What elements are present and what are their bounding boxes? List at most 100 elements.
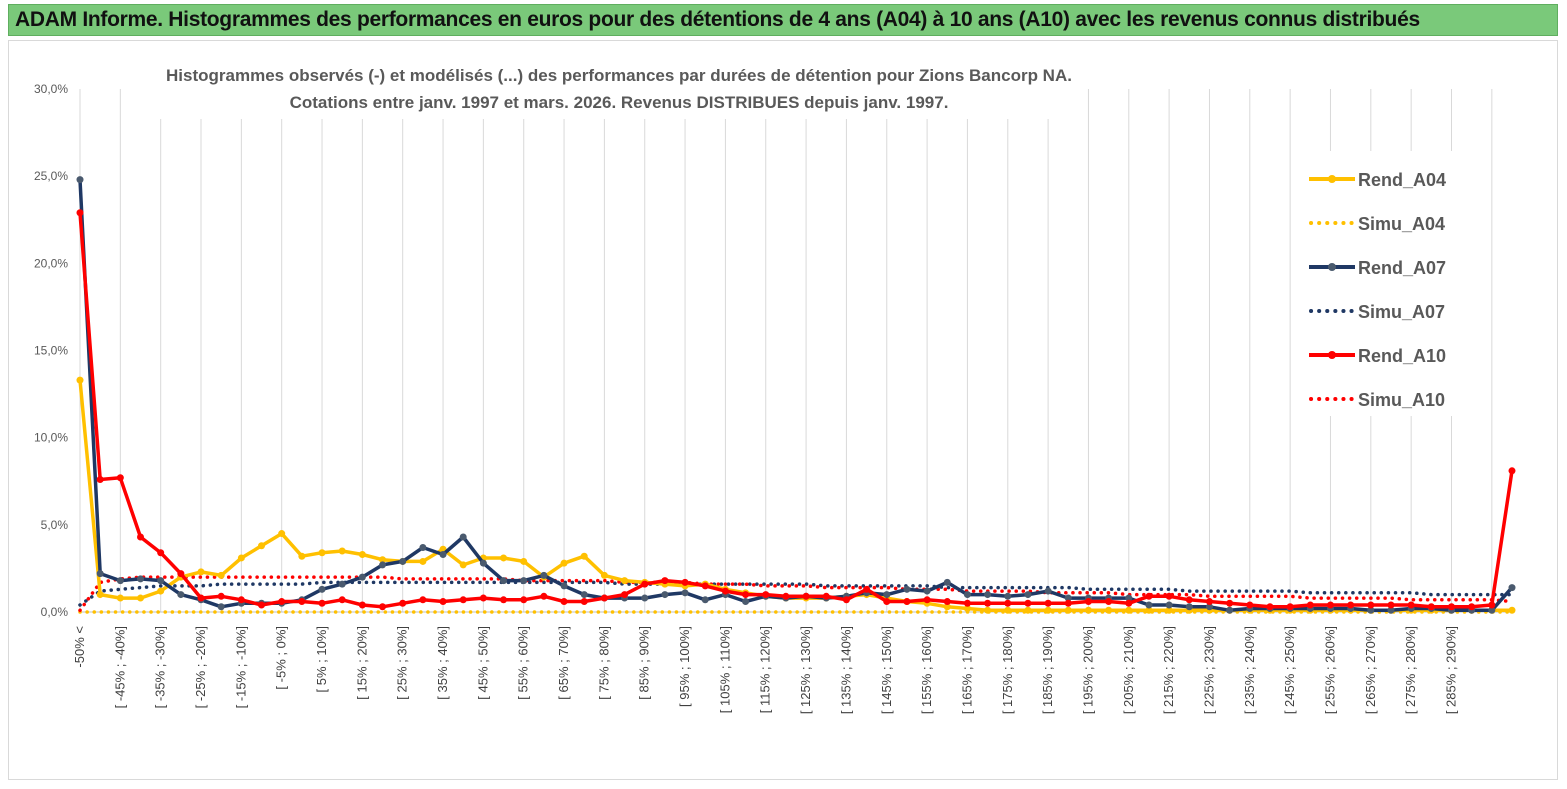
legend-marker [1328, 175, 1336, 183]
data-point [116, 577, 124, 585]
data-point [197, 568, 205, 576]
data-point [903, 598, 911, 606]
x-tick-label: [ 235% ; 240%] [1242, 626, 1257, 714]
data-point [116, 474, 124, 482]
data-point [641, 580, 649, 588]
data-point [338, 596, 346, 604]
data-point [1407, 601, 1415, 609]
x-tick-label: [ 75% ; 80%] [596, 626, 611, 700]
data-point [1205, 598, 1213, 606]
data-point [1367, 601, 1375, 609]
data-point [1427, 603, 1435, 611]
x-tick-label: [ -15% ; -10%] [233, 626, 248, 708]
data-point [1306, 601, 1314, 609]
report-banner-title: ADAM Informe. Histogrammes des performan… [8, 4, 1558, 36]
x-tick-label: [ 275% ; 280%] [1403, 626, 1418, 714]
x-tick-label: [ 25% ; 30%] [395, 626, 410, 700]
series-simu_a10 [78, 575, 1514, 613]
data-point [621, 591, 629, 599]
data-point [358, 573, 366, 581]
series-rend_a10 [76, 209, 1516, 611]
x-tick-label: [ 55% ; 60%] [516, 626, 531, 700]
data-point [500, 577, 508, 585]
data-point [1004, 606, 1012, 614]
data-point [379, 603, 387, 611]
data-point [984, 599, 992, 607]
series-line [78, 575, 1514, 613]
legend-item: Simu_A07 [1309, 302, 1445, 322]
data-point [96, 591, 104, 599]
data-point [1165, 592, 1173, 600]
chart-title: Histogrammes observés (-) et modélisés (… [151, 59, 1086, 119]
data-point [177, 591, 185, 599]
data-point [600, 594, 608, 602]
data-point [1105, 606, 1113, 614]
data-point [197, 594, 205, 602]
legend-item: Simu_A10 [1309, 390, 1445, 410]
legend-item: Rend_A07 [1309, 258, 1446, 278]
data-point [520, 557, 528, 565]
x-tick-label: [ 115% ; 120%] [758, 626, 773, 713]
data-point [802, 592, 810, 600]
histogram-line-chart: 0,0% 5,0% 10,0% 15,0% 20,0% 25,0% 30,0% -50% <… [34, 59, 1516, 714]
data-point [1226, 599, 1234, 607]
legend-label: Simu_A07 [1358, 302, 1445, 322]
data-point [701, 596, 709, 604]
legend: Rend_A04 Simu_A04 Rend_A07 Simu_A07 Rend_A10… [1297, 151, 1472, 416]
data-point [1125, 594, 1133, 602]
data-point [963, 605, 971, 613]
data-point [984, 606, 992, 614]
data-point [379, 556, 387, 564]
data-point [237, 554, 245, 562]
series-line [78, 580, 1514, 607]
data-point [76, 176, 84, 184]
x-tick-label: [ 105% ; 110%] [717, 626, 732, 713]
data-point [1084, 606, 1092, 614]
data-point [298, 598, 306, 606]
data-point [439, 598, 447, 606]
data-point [278, 598, 286, 606]
data-point [96, 570, 104, 578]
data-point [1004, 592, 1012, 600]
data-point [137, 533, 145, 541]
x-tick-label: [ 145% ; 150%] [879, 626, 894, 714]
data-point [1447, 603, 1455, 611]
data-point [903, 585, 911, 593]
data-point [621, 577, 629, 585]
y-tick-label: 15,0% [34, 344, 68, 358]
data-point [1508, 606, 1516, 614]
data-point [701, 582, 709, 590]
chart-title-line-2: Cotations entre janv. 1997 et mars. 2026… [290, 93, 949, 112]
data-point [500, 596, 508, 604]
data-point [419, 543, 427, 551]
data-point [1024, 591, 1032, 599]
data-point [1064, 594, 1072, 602]
data-point [1205, 603, 1213, 611]
data-point [318, 585, 326, 593]
data-point [560, 598, 568, 606]
series-group [76, 176, 1516, 614]
data-point [157, 577, 165, 585]
y-tick-label: 30,0% [34, 82, 68, 96]
data-point [822, 592, 830, 600]
legend-item: Rend_A10 [1309, 346, 1446, 366]
x-tick-label: [ -5% ; 0%] [274, 626, 289, 690]
data-point [1064, 599, 1072, 607]
legend-marker [1328, 351, 1336, 359]
data-point [580, 591, 588, 599]
data-point [963, 599, 971, 607]
data-point [883, 598, 891, 606]
data-point [1145, 592, 1153, 600]
data-point [116, 594, 124, 602]
data-point [580, 598, 588, 606]
legend-label: Rend_A07 [1358, 258, 1446, 278]
data-point [358, 550, 366, 558]
data-point [1084, 598, 1092, 606]
chart-title-background [151, 59, 1086, 119]
x-tick-label: [ 215% ; 220%] [1161, 626, 1176, 714]
data-point [923, 596, 931, 604]
data-point [1044, 587, 1052, 595]
data-point [1326, 601, 1334, 609]
x-tick-label: [ 95% ; 100%] [677, 626, 692, 707]
data-point [459, 561, 467, 569]
